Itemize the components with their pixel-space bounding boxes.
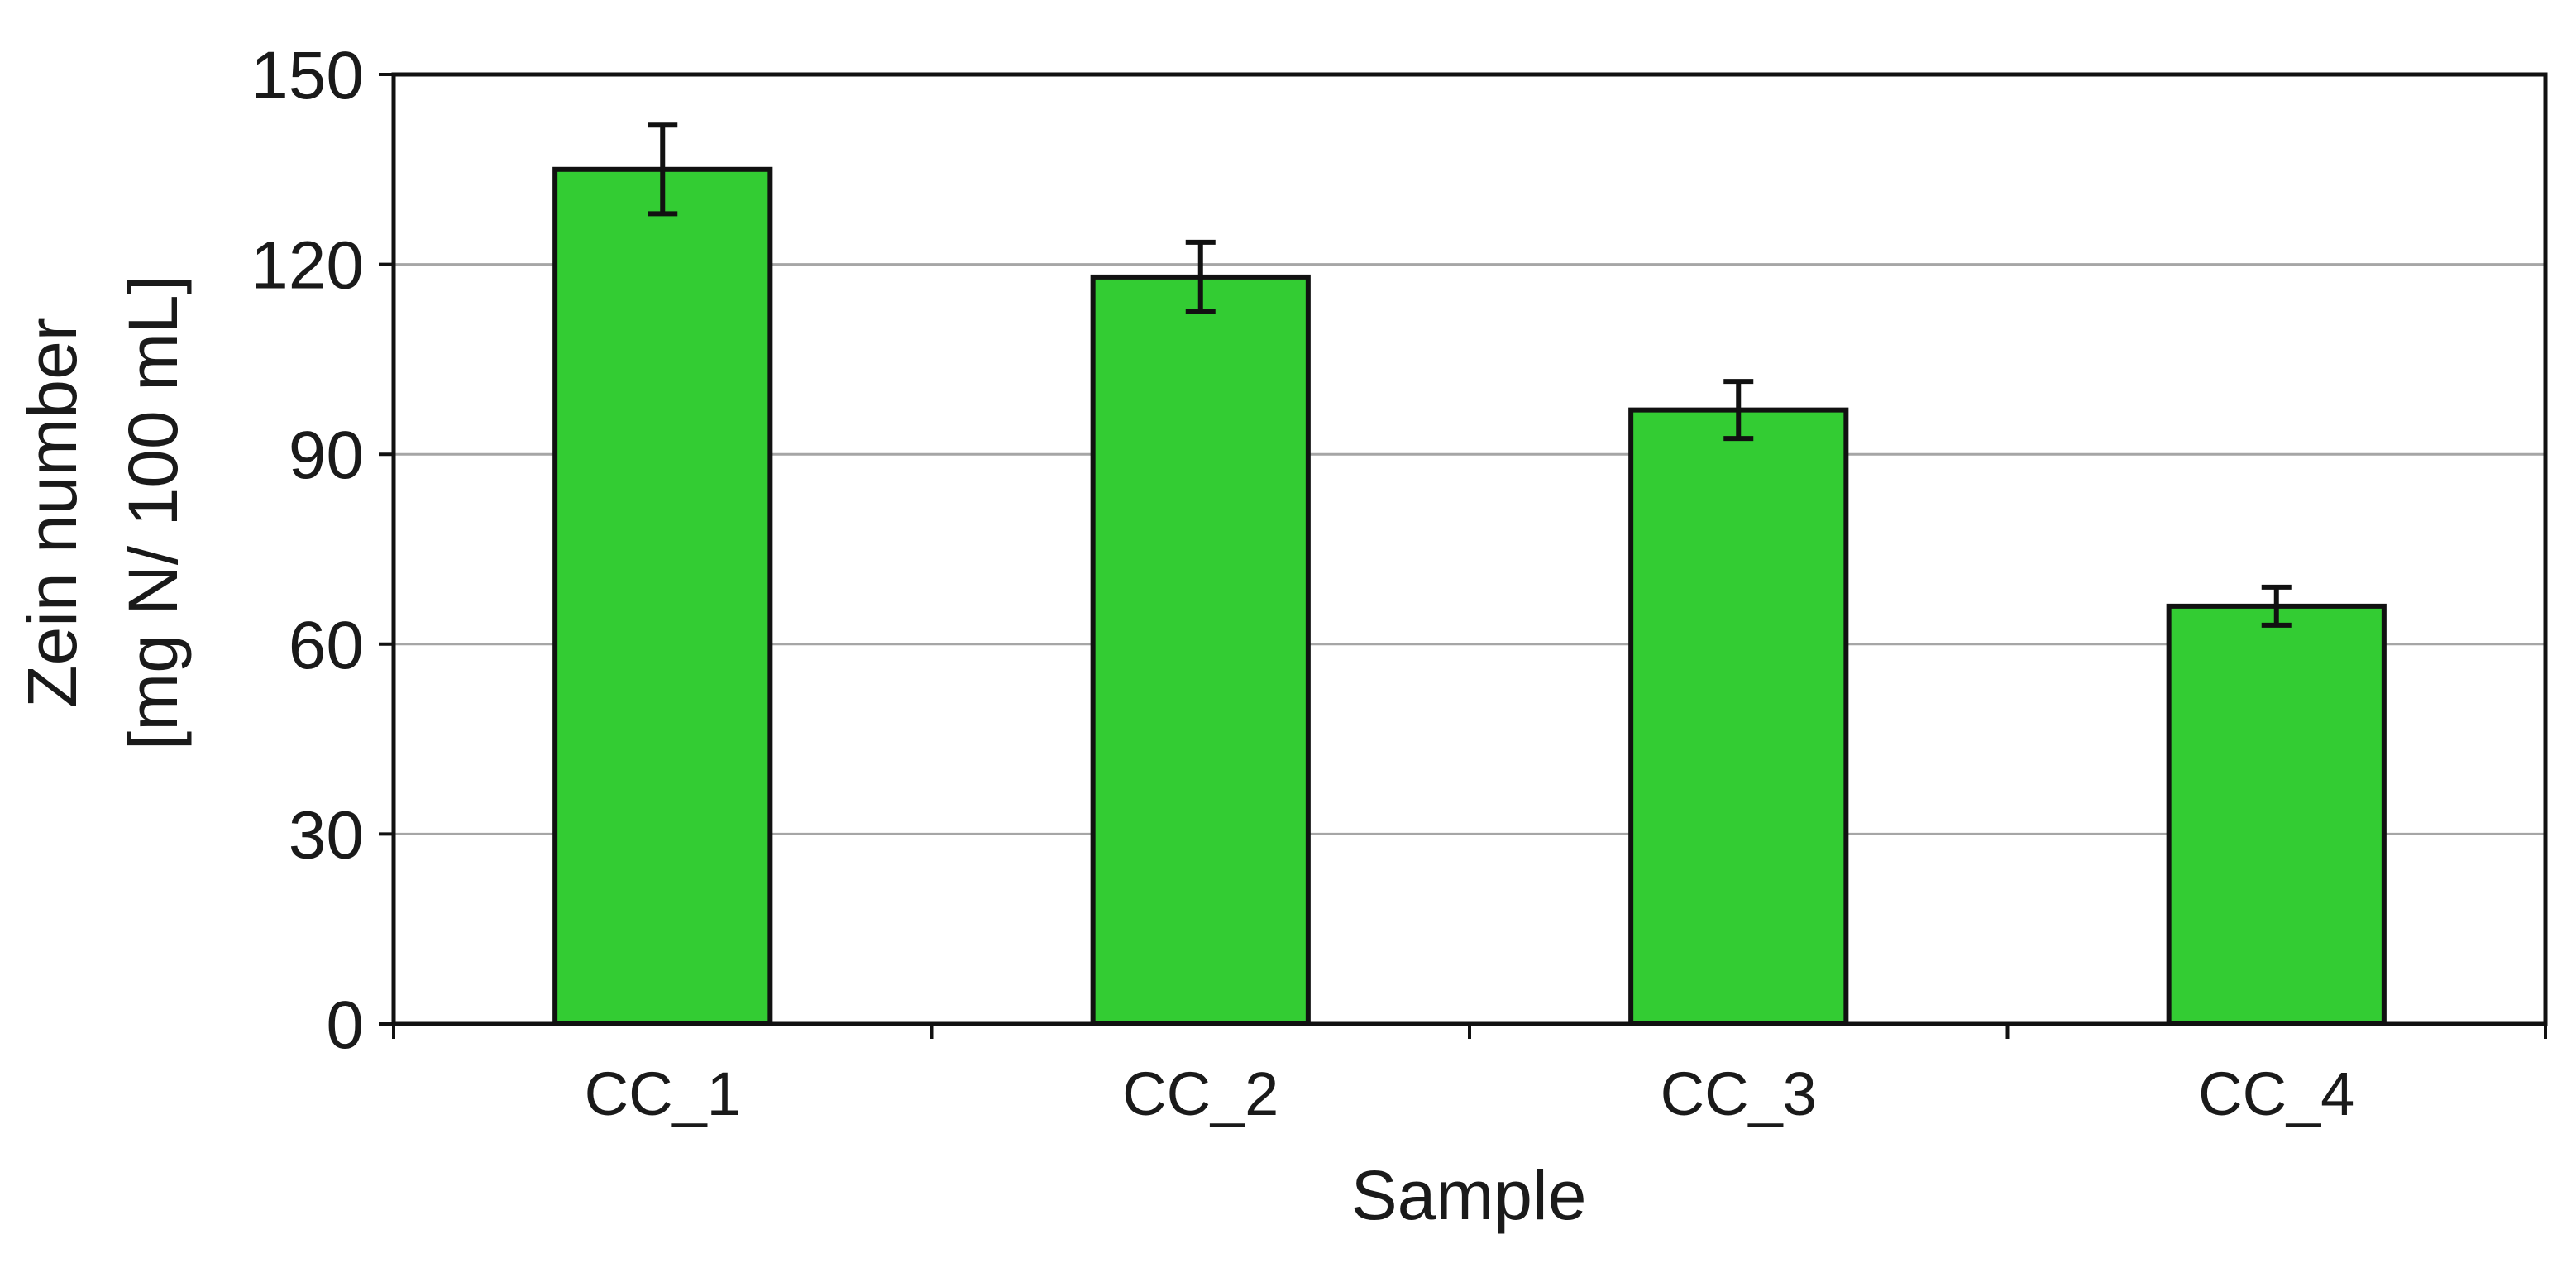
y-tick-label: 90	[289, 418, 364, 493]
x-tick-label: CC_1	[585, 1060, 741, 1128]
error-bars	[648, 122, 2292, 628]
bar	[2166, 603, 2387, 1026]
x-tick-label: CC_3	[1661, 1060, 1817, 1128]
x-tick-label: CC_4	[2198, 1060, 2354, 1128]
bar	[1090, 274, 1311, 1026]
y-axis-title-line1: Zein number	[13, 318, 91, 708]
y-axis-title-line2: [mg N/ 100 mL]	[114, 275, 192, 750]
x-axis-ticks: CC_1 CC_2 CC_3 CC_4	[392, 1024, 2547, 1128]
y-tick-label: 120	[251, 228, 364, 304]
bar	[552, 166, 773, 1026]
y-tick-label: 30	[289, 797, 364, 873]
y-tick-label: 60	[289, 608, 364, 683]
y-tick-label: 150	[251, 38, 364, 113]
x-axis-title: Sample	[1351, 1156, 1587, 1234]
bars	[552, 166, 2387, 1027]
y-axis-ticks: 0 30 60 90 120 150	[251, 38, 394, 1063]
y-tick-label: 0	[326, 988, 364, 1063]
x-tick-label: CC_2	[1122, 1060, 1278, 1128]
bar	[1628, 407, 1849, 1027]
